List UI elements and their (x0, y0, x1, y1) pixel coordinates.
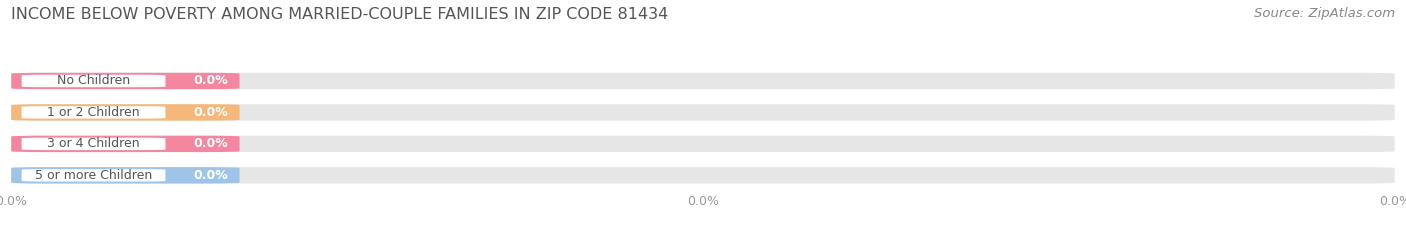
FancyBboxPatch shape (21, 169, 166, 182)
Text: No Children: No Children (58, 75, 131, 87)
FancyBboxPatch shape (11, 136, 1395, 152)
Text: 5 or more Children: 5 or more Children (35, 169, 152, 182)
Text: 1 or 2 Children: 1 or 2 Children (48, 106, 139, 119)
FancyBboxPatch shape (21, 138, 166, 150)
FancyBboxPatch shape (11, 104, 1395, 121)
Text: 3 or 4 Children: 3 or 4 Children (48, 137, 139, 150)
FancyBboxPatch shape (11, 136, 239, 152)
FancyBboxPatch shape (11, 167, 239, 184)
FancyBboxPatch shape (11, 73, 239, 89)
FancyBboxPatch shape (21, 75, 166, 87)
Text: INCOME BELOW POVERTY AMONG MARRIED-COUPLE FAMILIES IN ZIP CODE 81434: INCOME BELOW POVERTY AMONG MARRIED-COUPL… (11, 7, 668, 22)
FancyBboxPatch shape (11, 104, 239, 121)
Text: 0.0%: 0.0% (194, 106, 228, 119)
Text: 0.0%: 0.0% (194, 137, 228, 150)
FancyBboxPatch shape (11, 73, 1395, 89)
Text: Source: ZipAtlas.com: Source: ZipAtlas.com (1254, 7, 1395, 20)
FancyBboxPatch shape (11, 167, 1395, 184)
Text: 0.0%: 0.0% (194, 169, 228, 182)
Text: 0.0%: 0.0% (194, 75, 228, 87)
FancyBboxPatch shape (21, 106, 166, 119)
